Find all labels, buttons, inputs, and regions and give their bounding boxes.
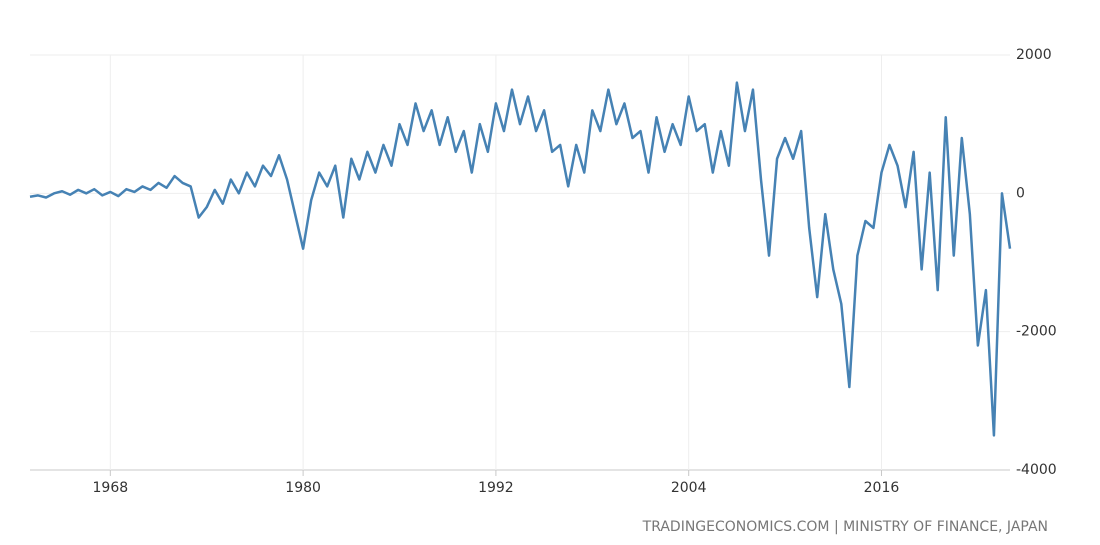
- y-tick-label: 0: [1016, 185, 1025, 201]
- x-tick-label: 2016: [864, 480, 900, 496]
- x-tick-label: 1980: [285, 480, 321, 496]
- x-tick-label: 1992: [478, 480, 514, 496]
- source: TRADINGECONOMICS.COM | MINISTRY OF FINAN…: [642, 519, 1048, 535]
- data-line: [29, 81, 1012, 437]
- x-tick-label: 1968: [93, 480, 129, 496]
- y-tick-label: -4000: [1016, 462, 1057, 478]
- y-tick-label: -2000: [1016, 324, 1057, 340]
- x-tick-label: 2004: [671, 480, 707, 496]
- y-tick-label: 2000: [1016, 47, 1052, 63]
